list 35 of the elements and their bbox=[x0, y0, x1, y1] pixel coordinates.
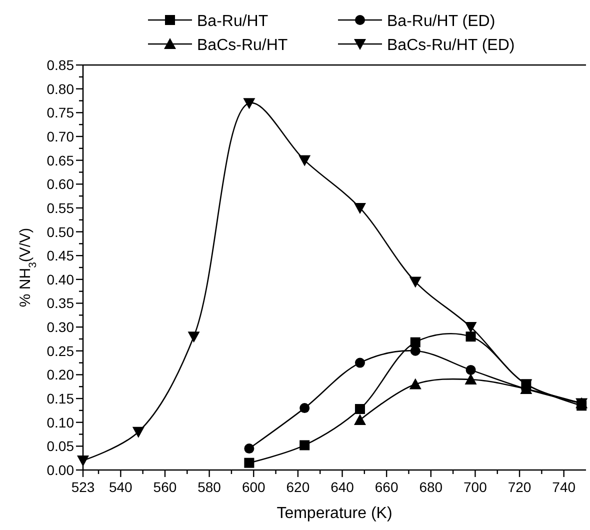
x-tick-label: 540 bbox=[108, 479, 133, 495]
y-tick-label: 0.75 bbox=[46, 104, 74, 121]
y-tick-label: 0.65 bbox=[46, 152, 74, 168]
y-tick-label: 0.10 bbox=[46, 414, 74, 430]
x-tick-label: 720 bbox=[508, 479, 532, 495]
legend-label: BaCs-Ru/HT bbox=[197, 37, 288, 54]
y-tick-label: 0.50 bbox=[46, 224, 74, 240]
x-tick-label: 600 bbox=[242, 479, 266, 495]
y-tick-label: 0.00 bbox=[46, 462, 74, 478]
y-tick-label: 0.35 bbox=[46, 295, 74, 312]
y-tick-label: 0.30 bbox=[46, 319, 74, 336]
x-tick-label: 620 bbox=[286, 479, 310, 495]
legend-label: Ba-Ru/HT bbox=[197, 13, 268, 30]
legend-label: Ba-Ru/HT (ED) bbox=[387, 13, 496, 30]
x-tick-label: 700 bbox=[464, 479, 488, 495]
y-tick-label: 0.45 bbox=[46, 248, 74, 264]
x-tick-label: 560 bbox=[153, 479, 177, 495]
x-tick-label: 523 bbox=[71, 479, 95, 495]
x-axis-title: Temperature (K) bbox=[276, 505, 392, 522]
y-tick-label: 0.60 bbox=[46, 176, 74, 192]
y-tick-label: 0.70 bbox=[46, 128, 74, 144]
y-tick-label: 0.20 bbox=[46, 366, 74, 383]
y-tick-label: 0.85 bbox=[46, 57, 74, 73]
y-tick-label: 0.80 bbox=[46, 80, 74, 97]
x-tick-label: 580 bbox=[198, 479, 222, 495]
y-tick-label: 0.25 bbox=[46, 342, 74, 359]
y-tick-label: 0.55 bbox=[46, 200, 74, 216]
x-tick-label: 660 bbox=[374, 479, 398, 495]
y-tick-label: 0.15 bbox=[46, 390, 74, 407]
x-tick-label: 740 bbox=[552, 479, 576, 495]
x-tick-label: 680 bbox=[419, 479, 443, 495]
legend-label: BaCs-Ru/HT (ED) bbox=[387, 37, 515, 54]
x-tick-label: 640 bbox=[330, 479, 354, 495]
y-tick-label: 0.05 bbox=[46, 438, 74, 454]
y-tick-label: 0.40 bbox=[46, 271, 74, 288]
